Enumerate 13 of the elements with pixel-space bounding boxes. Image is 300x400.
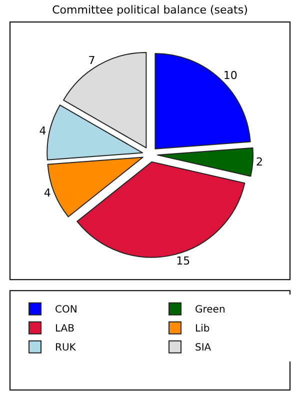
legend-label: SIA [195,342,212,354]
chart-title: Committee political balance (seats) [52,4,248,17]
legend-label: RUK [55,342,76,354]
data-label: 7 [88,54,96,67]
data-label: 4 [44,186,51,200]
legend-label: LAB [55,324,75,335]
data-label: 15 [176,254,190,268]
legend-label: Green [195,304,226,316]
legend-label: CON [55,304,78,316]
data-label: 2 [256,156,263,169]
legend-label: Lib [195,324,210,335]
data-label: 10 [223,68,238,82]
data-label: 4 [39,124,46,138]
